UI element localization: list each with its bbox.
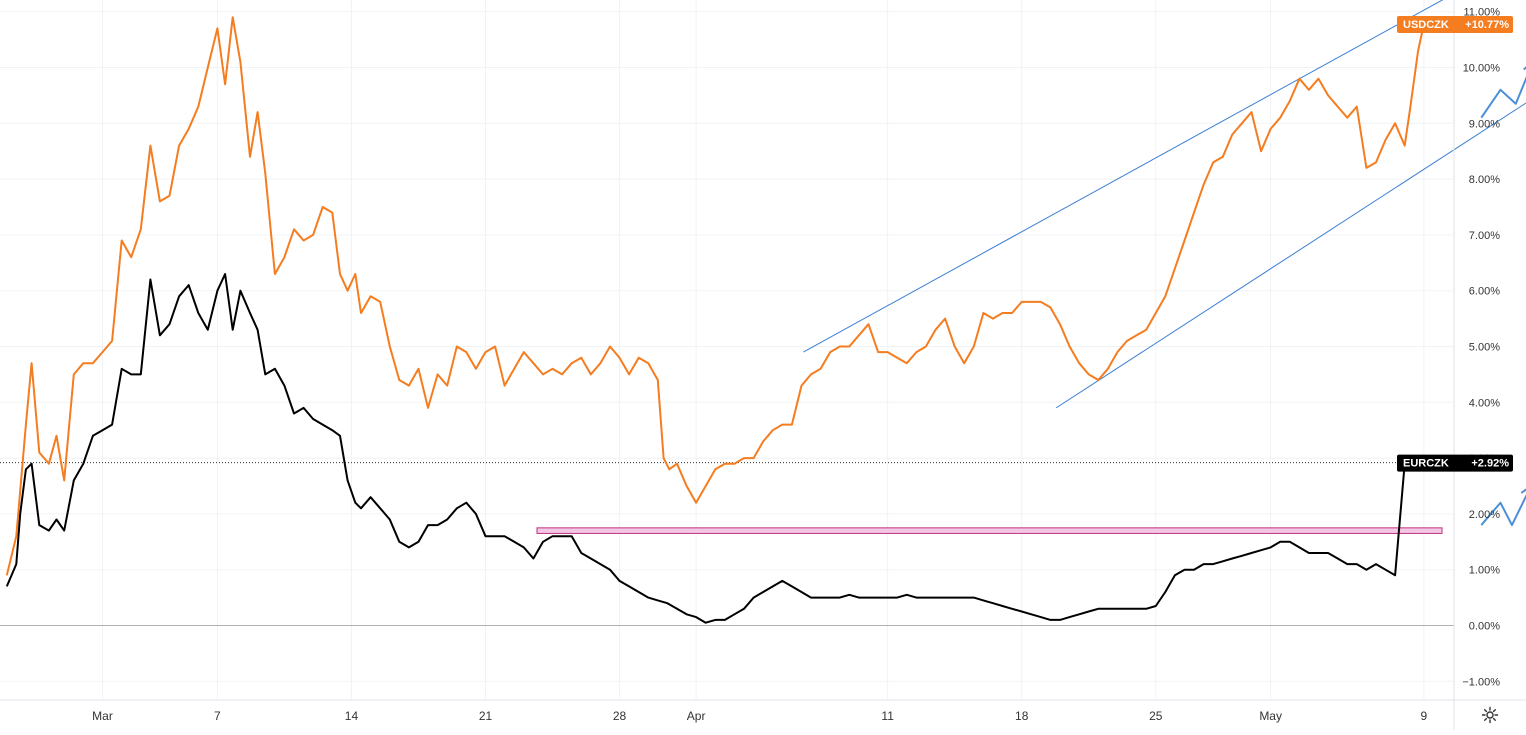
chart-settings-gear-icon[interactable] — [1476, 702, 1504, 728]
y-tick-label: −1.00% — [1462, 676, 1500, 688]
y-tick-label: 7.00% — [1469, 230, 1500, 242]
y-tick-label: 5.00% — [1469, 342, 1500, 354]
y-tick-label: 0.00% — [1469, 621, 1500, 633]
y-tick-label: 10.00% — [1463, 63, 1501, 75]
last-value-label-bg — [1397, 16, 1513, 33]
channel-arrow-icon — [1480, 76, 1526, 119]
x-tick-label: 21 — [479, 709, 493, 723]
series-change-label: +10.77% — [1465, 19, 1509, 31]
series-name-label: EURCZK — [1403, 458, 1449, 470]
x-tick-label: 28 — [613, 709, 627, 723]
series-lines — [5, 16, 1425, 624]
y-tick-label: 8.00% — [1469, 174, 1500, 186]
y-tick-label: 4.00% — [1469, 397, 1500, 409]
last-value-labels: USDCZK +10.77% EURCZK +2.92% — [1397, 16, 1513, 472]
x-tick-label: 14 — [345, 709, 359, 723]
x-tick-label: Apr — [687, 709, 706, 723]
x-tick-label: 11 — [881, 709, 894, 723]
y-tick-label: 9.00% — [1469, 118, 1500, 130]
x-tick-label: 9 — [1421, 709, 1428, 723]
support-band — [536, 527, 1443, 534]
y-tick-label: 1.00% — [1469, 565, 1500, 577]
x-tick-label: 7 — [214, 709, 221, 723]
upper-trendline — [803, 0, 1444, 353]
y-tick-label: 6.00% — [1469, 286, 1500, 298]
x-tick-label: 25 — [1149, 709, 1163, 723]
grid-lines — [0, 0, 1454, 700]
series-line-eurczk — [5, 273, 1424, 624]
last-value-label-usdczk: USDCZK +10.77% — [1397, 16, 1513, 33]
band-arrow-icon — [1480, 494, 1526, 527]
series-change-label: +2.92% — [1471, 458, 1509, 470]
y-tick-label: 2.00% — [1469, 509, 1500, 521]
band-arrow-icon-head — [1520, 488, 1526, 494]
lower-trendline — [1055, 102, 1526, 409]
x-tick-label: 18 — [1015, 709, 1029, 723]
last-value-label-eurczk: EURCZK +2.92% — [1397, 454, 1513, 472]
gear-icon — [1481, 706, 1499, 724]
x-tick-label: May — [1259, 709, 1282, 723]
series-line-usdczk — [5, 16, 1425, 576]
y-tick-label: 11.00% — [1464, 7, 1501, 19]
series-name-label: USDCZK — [1403, 19, 1449, 31]
x-tick-label: Mar — [92, 709, 113, 723]
last-value-label-bg — [1397, 454, 1513, 472]
drawing-annotations — [0, 0, 1526, 534]
